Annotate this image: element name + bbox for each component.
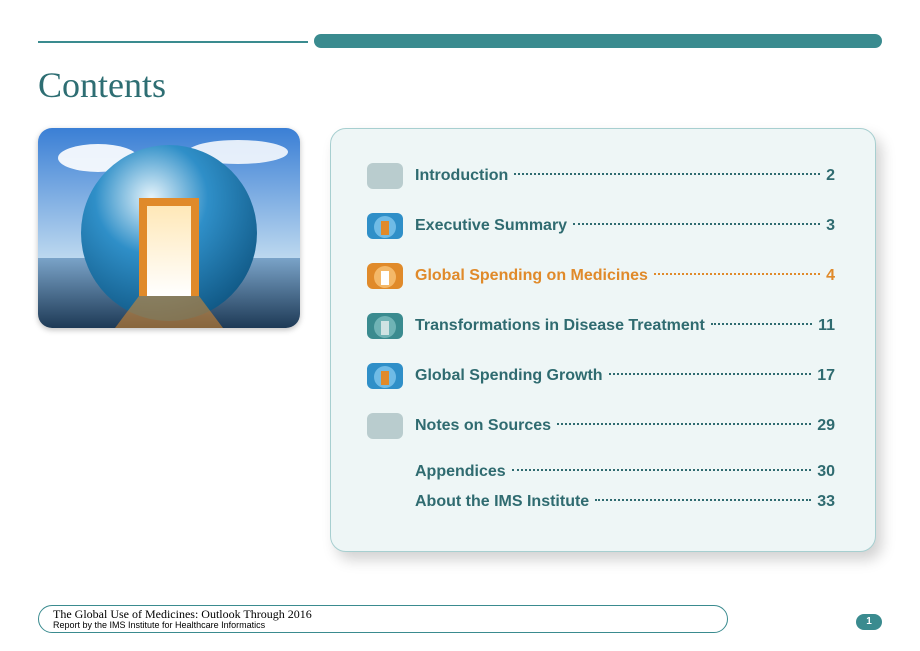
toc-label: Appendices (415, 463, 506, 481)
toc-leader-dots (557, 423, 811, 425)
toc-leader-dots (512, 469, 812, 471)
toc-page-number: 33 (817, 493, 835, 511)
toc-row[interactable]: Global Spending Growth 17 (367, 363, 835, 389)
toc-panel: Introduction 2 Executive Summary 3 Global Sp… (330, 128, 876, 552)
toc-page-number: 3 (826, 217, 835, 235)
toc-row[interactable]: Notes on Sources 29 (367, 413, 835, 439)
toc-thumb-icon (367, 213, 403, 239)
footer: The Global Use of Medicines: Outlook Thr… (38, 605, 882, 633)
toc-label: Transformations in Disease Treatment (415, 317, 705, 335)
footer-pill: The Global Use of Medicines: Outlook Thr… (38, 605, 728, 633)
top-rule-thin (38, 41, 308, 43)
toc-leader-dots (595, 499, 811, 501)
toc-page-number: 2 (826, 167, 835, 185)
toc-leader-dots (573, 223, 820, 225)
footer-subtitle: Report by the IMS Institute for Healthca… (53, 621, 713, 631)
hero-image (38, 128, 300, 328)
toc-leader-dots (514, 173, 820, 175)
toc-thumb-icon (367, 313, 403, 339)
toc-leader-dots (654, 273, 820, 275)
toc-row[interactable]: Transformations in Disease Treatment 11 (367, 313, 835, 339)
toc-label: Executive Summary (415, 217, 567, 235)
toc-label: Notes on Sources (415, 417, 551, 435)
toc-page-number: 11 (818, 317, 835, 335)
toc-label: Global Spending on Medicines (415, 267, 648, 285)
top-rule (38, 34, 882, 48)
page: Contents (0, 0, 920, 651)
toc-thumb-icon (367, 363, 403, 389)
toc-leader-dots (609, 373, 812, 375)
toc-thumb-icon (367, 263, 403, 289)
toc-row[interactable]: Executive Summary 3 (367, 213, 835, 239)
toc-label: Introduction (415, 167, 508, 185)
toc-label: About the IMS Institute (415, 493, 589, 511)
toc-page-number: 30 (817, 463, 835, 481)
toc-row[interactable]: Introduction 2 (367, 163, 835, 189)
toc-label: Global Spending Growth (415, 367, 603, 385)
toc-page-number: 17 (817, 367, 835, 385)
hero-svg (38, 128, 300, 328)
toc-row[interactable]: Global Spending on Medicines 4 (367, 263, 835, 289)
toc-row[interactable]: Appendices 30 (367, 463, 835, 481)
toc-thumb-icon (367, 163, 403, 189)
toc-page-number: 4 (826, 267, 835, 285)
page-number-badge: 1 (856, 614, 882, 630)
toc-thumb-icon (367, 413, 403, 439)
toc-row[interactable]: About the IMS Institute 33 (367, 493, 835, 511)
toc-leader-dots (711, 323, 812, 325)
page-title: Contents (38, 64, 166, 106)
top-rule-pill (314, 34, 882, 48)
toc-page-number: 29 (817, 417, 835, 435)
